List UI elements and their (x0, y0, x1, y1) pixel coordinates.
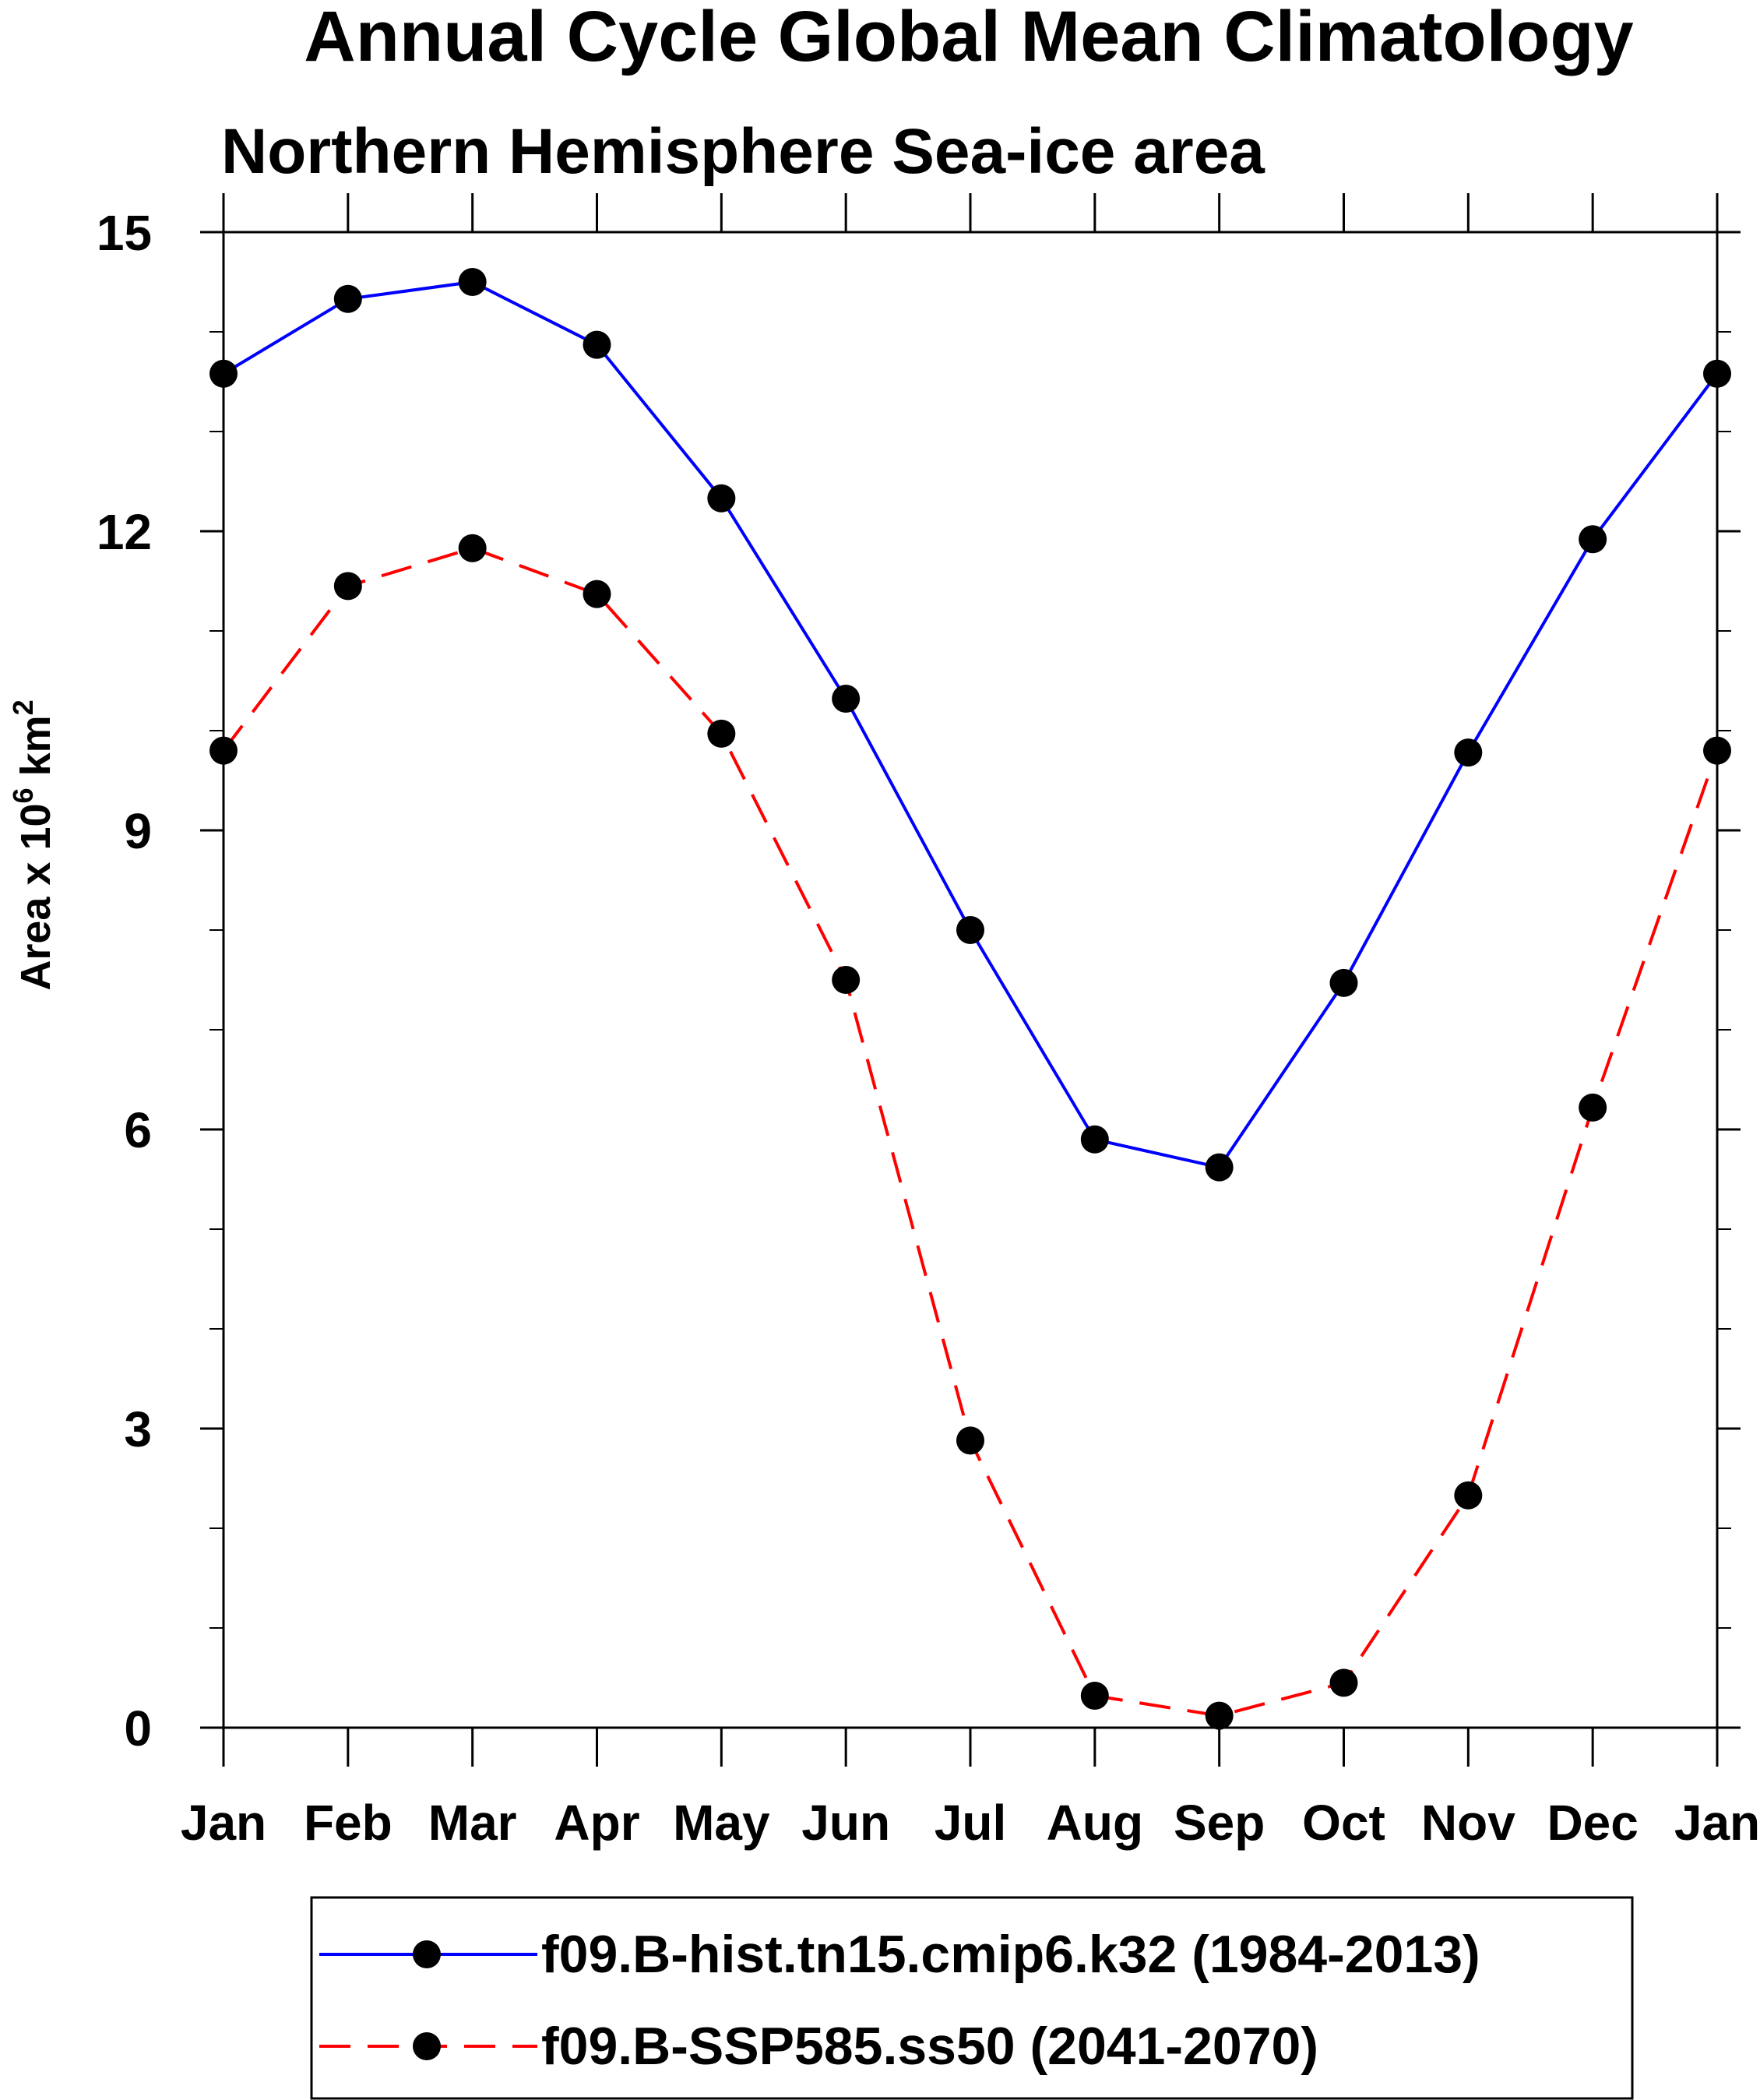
chart-title: Annual Cycle Global Mean Climatology (304, 0, 1633, 76)
series-0-point (1454, 738, 1483, 767)
x-tick-label: Jun (801, 1795, 890, 1851)
series-0-point (1703, 359, 1731, 388)
legend: f09.B-hist.tn15.cmip6.k32 (1984-2013) f0… (310, 1896, 1634, 2100)
series-line-0 (222, 280, 1719, 1169)
x-tick-label: Sep (1174, 1795, 1265, 1851)
x-tick-label: Nov (1421, 1795, 1515, 1851)
series-0-point (956, 916, 984, 944)
x-tick-label: Dec (1547, 1795, 1638, 1851)
series-0-point (333, 284, 362, 313)
series-1-point (1454, 1481, 1483, 1510)
x-tick-label: Oct (1302, 1795, 1385, 1851)
y-tick-label: 3 (124, 1401, 152, 1457)
legend-label-hist: f09.B-hist.tn15.cmip6.k32 (1984-2013) (541, 1925, 1480, 1984)
legend-marker-hist (413, 1940, 441, 1968)
series-0-point (1329, 968, 1358, 997)
series-layer (209, 268, 1731, 1730)
series-line-1 (222, 546, 1719, 1718)
legend-label-ssp: f09.B-SSP585.ss50 (2041-2070) (541, 2017, 1318, 2076)
chart-subtitle: Northern Hemisphere Sea-ice area (221, 116, 1265, 187)
series-1-point (458, 534, 487, 562)
series-1-point (1579, 1093, 1607, 1122)
y-tick-label: 15 (97, 205, 152, 261)
series-1-point (1080, 1682, 1109, 1711)
x-tick-label: Jul (935, 1795, 1006, 1851)
legend-marker-ssp (413, 2032, 441, 2060)
y-tick-label: 6 (124, 1102, 152, 1158)
series-0-point (583, 330, 611, 359)
series-1-point (1329, 1668, 1358, 1697)
series-1-point (1703, 736, 1731, 765)
series-0-point (1205, 1153, 1234, 1182)
series-1-point (583, 580, 611, 608)
series-0-point (209, 359, 238, 388)
y-tick-label: 0 (124, 1700, 152, 1756)
series-0-point (1579, 525, 1607, 554)
x-tick-label: Aug (1047, 1795, 1143, 1851)
series-0-point (832, 685, 861, 714)
legend-box (310, 1896, 1634, 2100)
x-tick-label: Jan (181, 1795, 266, 1851)
y-axis-label: Area x 106 km2 (7, 699, 59, 990)
series-1-point (832, 966, 861, 994)
series-0-point (458, 268, 487, 296)
y-axis: 0 3 6 9 12 15 (97, 205, 1741, 1756)
x-tick-label: Mar (428, 1795, 517, 1851)
y-tick-label: 9 (124, 803, 152, 859)
y-tick-label: 12 (97, 504, 152, 560)
x-tick-label: May (673, 1795, 770, 1851)
x-tick-label: Feb (304, 1795, 392, 1851)
x-tick-label: Apr (554, 1795, 639, 1851)
x-tick-label: Jan (1674, 1795, 1760, 1851)
series-1-point (707, 719, 736, 748)
plot-frame (222, 231, 1719, 1729)
series-0-point (707, 484, 736, 513)
series-0-point (1080, 1125, 1109, 1154)
series-1-point (209, 736, 238, 765)
series-1-point (956, 1426, 984, 1455)
series-1-point (1205, 1701, 1234, 1730)
series-1-point (333, 572, 362, 601)
x-axis: Jan Feb Mar Apr May Jun Jul Aug Sep Oct Nov Dec Jan (181, 193, 1760, 1851)
